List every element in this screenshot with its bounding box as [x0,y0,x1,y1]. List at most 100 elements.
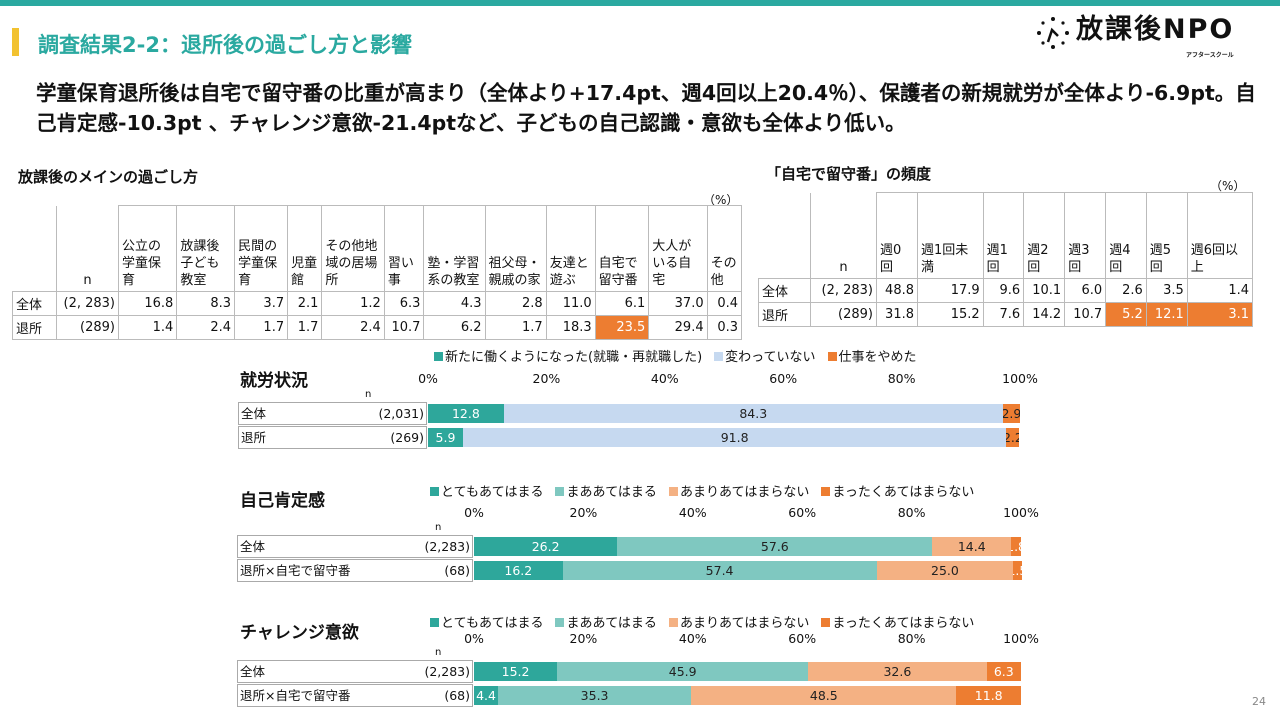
legend-item: あまりあてはまらない [668,612,809,631]
cell: 3.7 [234,291,289,316]
legend-item: まああてはまる [555,481,657,500]
n-header: n [810,192,877,279]
column-header: 祖父母・親戚の家 [484,205,547,292]
axis-tick-label: 80% [897,505,926,520]
cell: 31.8 [876,302,918,327]
axis-tick-label: 60% [788,631,817,646]
data-label: 14.4 [957,539,986,554]
cell: 6.3 [383,291,425,316]
table-row: 退所 (289) 1.4 2.4 1.7 1.7 2.4 10.7 6.2 1.7 18.3 23.5… [12,315,743,340]
axis-tick-label: 40% [678,631,707,646]
cell: 10.1 [1023,278,1066,303]
axis-tick-label: 40% [678,505,707,520]
legend-swatch [714,352,724,361]
legend-item: 変わっていない [714,346,816,365]
cell: 6.0 [1064,278,1107,303]
axis-tick-label: 80% [897,631,926,646]
column-header: 大人がいる自宅 [648,205,708,292]
axis-tick-label: 20% [569,505,598,520]
cell: 7.6 [982,302,1025,327]
bar-segment: 84.3 [503,404,1003,423]
n-label: n [435,522,442,533]
data-label: 26.2 [531,539,560,554]
cell: 37.0 [648,291,708,316]
cell: 1.7 [484,315,547,340]
table1-unit: （%） [703,193,739,207]
legend-item: 仕事をやめた [827,346,917,365]
row-n: (289) [56,315,119,340]
column-header: 週6回以上 [1186,192,1254,279]
cell: 1.4 [117,315,178,340]
legend-item: まああてはまる [555,612,657,631]
axis-tick-label: 60% [788,505,817,520]
top-accent-bar [0,0,1280,6]
bar-segment: 4.4 [474,686,499,705]
chart-legend: 新たに働くようになった(就職・再就職した) 変わっていない 仕事をやめた [434,346,917,365]
axis-tick-label: 0% [418,371,438,386]
bar-segment: 48.5 [691,686,957,705]
legend-item: あまりあてはまらない [668,481,810,500]
data-label: 1.8 [1011,539,1021,554]
legend-label: あまりあてはまらない [679,485,810,500]
bar-segment: 11.8 [956,686,1021,705]
bar-segment: 2.9 [1002,404,1020,423]
chart-legend: とてもあてはまる まああてはまる あまりあてはまらない まったくあてはまらない [430,481,974,500]
cell: 2.4 [321,315,385,340]
data-label: 6.3 [993,664,1014,679]
legend-label: 仕事をやめた [838,350,917,365]
row-label: 全体 [758,278,811,303]
column-header: その他 [706,205,743,292]
bar-segment: 16.2 [474,561,563,580]
row-label: 退所 [758,302,811,327]
cell: 3.1 [1186,302,1254,327]
table1-title: 放課後のメインの過ごし方 [18,168,199,186]
category-n: (68) [410,559,473,582]
data-label: 45.9 [668,664,697,679]
legend-label: まったくあてはまらない [832,485,975,500]
category-label: 全体 [237,660,410,683]
data-label: 5.9 [435,430,456,445]
bar-segment: 6.3 [986,662,1021,681]
cell: 9.6 [982,278,1025,303]
logo-text: 放課後NPO [1076,14,1235,45]
table2-unit: （%） [1210,179,1246,193]
column-header: 公立の学童保育 [117,205,178,292]
clock-logo-icon [1037,17,1069,49]
cell: 12.1 [1145,302,1188,327]
bar-segment: 26.2 [474,537,618,556]
column-header: 週2回 [1023,192,1066,279]
bar-segment: 12.8 [428,404,504,423]
axis-tick-label: 20% [532,371,561,386]
axis-tick-label: 100% [1002,371,1038,386]
axis-tick-label: 40% [650,371,679,386]
column-header: 週0回 [876,192,918,279]
column-header: 週4回 [1105,192,1147,279]
n-header: n [56,205,119,292]
category-label: 全体 [237,535,410,558]
cell: 4.3 [423,291,486,316]
legend-swatch [827,352,837,361]
cell: 8.3 [176,291,236,316]
axis-tick-label: 20% [569,631,598,646]
cell: 1.7 [234,315,289,340]
column-header: 友達と遊ぶ [545,205,596,292]
chart-title: 就労状況 [240,371,308,391]
cell: 11.0 [545,291,596,316]
legend-swatch [821,618,831,627]
category-n: (2,283) [410,660,473,683]
cell: 6.1 [594,291,650,316]
bar-segment: 45.9 [557,662,809,681]
activity-table: n 公立の学童保育 放課後子ども教室 民間の学童保育 児童館 その他地域の居場所 習い事 塾・… [12,205,743,340]
data-label: 57.6 [760,539,789,554]
cell: 3.5 [1145,278,1188,303]
column-header: 週3回 [1064,192,1107,279]
frequency-table: n 週0回 週1回未満 週1回 週2回 週3回 週4回 週5回 週6回以上 全体 (2, 283) 4… [758,192,1254,327]
legend-label: 新たに働くようになった(就職・再就職した) [445,350,703,365]
row-n: (2, 283) [810,278,877,303]
legend-item: まったくあてはまらない [821,612,974,631]
data-label: 16.2 [504,563,533,578]
table2-title: 「自宅で留守番」の頻度 [766,165,932,183]
legend-label: とてもあてはまる [441,616,544,631]
category-label: 退所 [238,426,360,449]
row-label: 退所 [12,315,57,340]
